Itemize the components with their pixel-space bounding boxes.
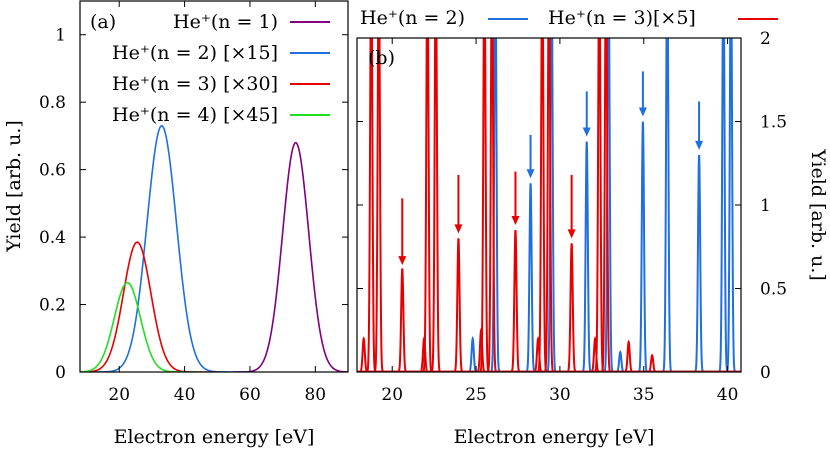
series-b-0-peak-7 <box>637 121 649 372</box>
a-ytick-label: 0.2 <box>39 296 66 316</box>
series-b-1-peak-19 <box>622 339 635 372</box>
a-ytick-label: 0.4 <box>39 228 66 248</box>
b-ytick-label: 1.5 <box>760 113 787 133</box>
series-a-0 <box>233 141 348 372</box>
legend-entry-n4: He⁺(n = 4) [×45] <box>112 104 330 126</box>
series-b-0-peak-9 <box>693 154 705 372</box>
peak-arrow-5 <box>582 91 591 137</box>
a-ytick-label: 1 <box>55 26 66 46</box>
panel-b-xlabel: Electron energy [eV] <box>454 426 655 448</box>
peak-arrow-7 <box>695 101 704 150</box>
panel-b-legend: He⁺(n = 2) He⁺(n = 3)[×5] <box>360 7 778 29</box>
legend-label-n4: He⁺(n = 4) [×45] <box>112 104 278 126</box>
series-b-0-peak-0 <box>466 336 479 372</box>
peak-arrow-3 <box>567 174 576 239</box>
series-b-0-peak-4 <box>580 141 593 372</box>
series-a-2 <box>80 241 218 372</box>
a-xtick-label: 40 <box>174 385 196 405</box>
panel-a-ylabel: Yield [arb. u.] <box>3 120 25 253</box>
peak-arrow-1 <box>454 174 463 234</box>
legend-label-b-n3: He⁺(n = 3)[×5] <box>548 7 696 29</box>
b-xtick-label: 20 <box>381 385 403 405</box>
panel-a-xlabel: Electron energy [eV] <box>114 426 315 448</box>
series-b-0-peak-10 <box>717 38 730 372</box>
panel-b-ticks: 20 25 30 35 40 0 0.5 1 1.5 2 <box>357 29 787 405</box>
series-b-1-peak-6 <box>429 38 442 372</box>
b-ytick-label: 0.5 <box>760 280 787 300</box>
a-ytick-label: 0 <box>55 363 66 383</box>
panel-b-ylabel: Yield [arb. u.] <box>807 148 829 281</box>
legend-entry-b-n3: He⁺(n = 3)[×5] <box>548 7 778 29</box>
a-ytick-label: 0.6 <box>39 161 66 181</box>
series-b-1-peak-15 <box>565 243 578 372</box>
series-b-0-peak-8 <box>661 38 674 372</box>
panel-a: 20 40 60 80 0 0.2 0.4 0.6 0.8 1 (a) Electron ener… <box>3 0 349 448</box>
b-xtick-label: 25 <box>465 385 487 405</box>
legend-label-n3: He⁺(n = 3) [×30] <box>112 73 278 95</box>
b-xtick-label: 35 <box>633 385 655 405</box>
series-b-1-peak-3 <box>396 268 409 372</box>
series-a-1 <box>80 124 250 372</box>
legend-entry-n1: He⁺(n = 1) <box>173 11 330 33</box>
b-ytick-label: 0 <box>760 363 771 383</box>
peak-arrow-0 <box>398 198 407 266</box>
b-xtick-label: 30 <box>549 385 571 405</box>
panel-b-label: (b) <box>368 47 395 69</box>
legend-entry-n2: He⁺(n = 2) [×15] <box>112 42 330 64</box>
series-b-1-peak-7 <box>452 238 465 372</box>
a-xtick-label: 60 <box>239 385 261 405</box>
legend-label-b-n2: He⁺(n = 2) <box>360 7 465 29</box>
legend-label-n1: He⁺(n = 1) <box>173 11 278 33</box>
panel-a-frame <box>79 0 349 373</box>
peak-arrow-6 <box>638 71 647 117</box>
b-xtick-label: 40 <box>717 385 739 405</box>
peak-arrow-4 <box>526 134 535 179</box>
a-ytick-label: 0.8 <box>39 93 66 113</box>
series-a-3 <box>80 281 201 372</box>
b-ytick-label: 1 <box>760 196 771 216</box>
panel-b: 20 25 30 35 40 0 0.5 1 1.5 2 (b) Electron energy … <box>356 7 829 448</box>
a-xtick-label: 20 <box>108 385 130 405</box>
b-ytick-label: 2 <box>760 29 771 49</box>
series-b-0-peak-2 <box>524 183 537 372</box>
legend-entry-n3: He⁺(n = 3) [×30] <box>112 73 330 95</box>
peak-arrow-2 <box>511 171 520 226</box>
legend-label-n2: He⁺(n = 2) [×15] <box>112 42 278 64</box>
series-b-1-peak-20 <box>646 353 658 372</box>
a-xtick-label: 80 <box>304 385 326 405</box>
panel-a-curves <box>80 124 348 372</box>
series-b-0-peak-6 <box>614 350 627 372</box>
panel-b-curves <box>357 38 741 372</box>
panel-a-legend: He⁺(n = 1) He⁺(n = 2) [×15] He⁺(n = 3) [… <box>112 11 330 126</box>
series-b-1-peak-11 <box>509 229 522 372</box>
panel-b-arrows <box>398 71 704 266</box>
legend-entry-b-n2: He⁺(n = 2) <box>360 7 528 29</box>
series-b-1-peak-9 <box>478 38 491 372</box>
series-b-1-peak-5 <box>421 38 434 372</box>
panel-a-ticks: 20 40 60 80 0 0.2 0.4 0.6 0.8 1 <box>39 1 348 405</box>
panel-a-label: (a) <box>90 11 116 33</box>
series-b-0-peak-11 <box>725 38 737 372</box>
